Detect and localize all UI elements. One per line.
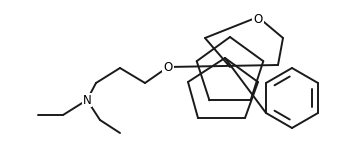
Text: O: O [163, 61, 173, 73]
Text: O: O [253, 12, 263, 26]
Text: N: N [83, 93, 91, 107]
